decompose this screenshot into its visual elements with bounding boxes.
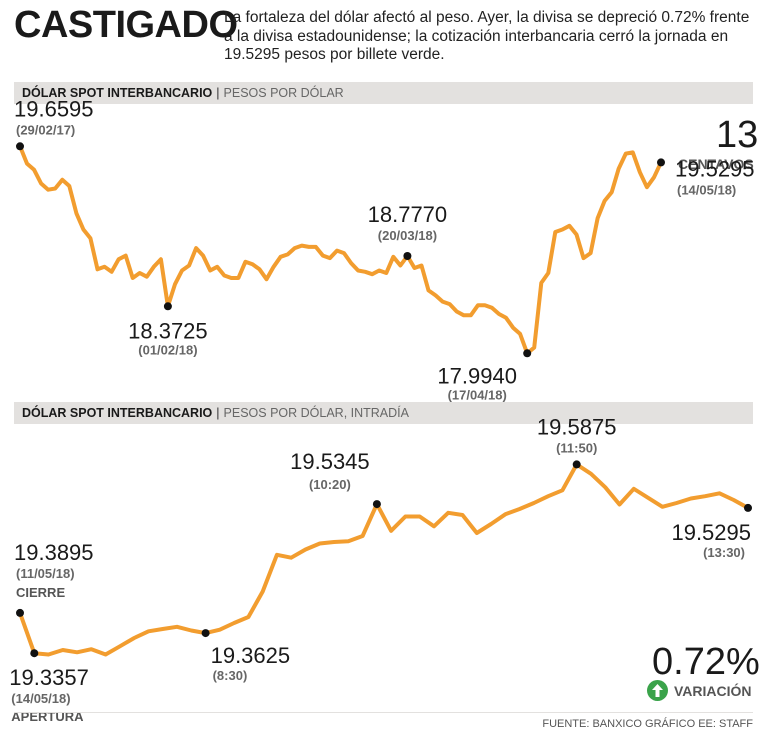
chart1-separator: | <box>216 86 220 100</box>
chart2-stat-value: 0.72% <box>652 641 760 683</box>
chart2-point-marker <box>372 500 381 509</box>
chart1-data-label: 19.6595 <box>14 96 94 121</box>
page-title: CASTIGADO <box>14 4 238 46</box>
intro-text: La fortaleza del dólar afectó al peso. A… <box>224 9 750 63</box>
chart2-header-bar: DÓLAR SPOT INTERBANCARIO | PESOS POR DÓLAR… <box>14 402 753 424</box>
chart2-point-marker <box>572 460 581 469</box>
chart1-header-bar: DÓLAR SPOT INTERBANCARIO | PESOS POR DÓLAR <box>14 82 753 104</box>
chart2-series-line <box>18 462 750 657</box>
chart1-point-marker <box>163 302 172 311</box>
up-arrow-icon <box>647 680 668 701</box>
chart2-date-label: (14/05/18) <box>11 691 70 706</box>
chart1-stat-value: 13 <box>716 114 759 156</box>
chart1-unit: PESOS POR DÓLAR <box>223 86 344 100</box>
source-note: FUENTE: BANXICO GRÁFICO EE: STAFF <box>14 712 753 734</box>
chart2-unit: PESOS POR DÓLAR, INTRADÍA <box>223 406 409 420</box>
chart2-point-marker <box>744 503 752 512</box>
chart2-point-marker <box>30 649 39 658</box>
chart2-stat-label: VARIACIÓN <box>674 683 752 699</box>
chart1-date-label: (17/04/18) <box>448 387 507 402</box>
chart1-title: DÓLAR SPOT INTERBANCARIO <box>22 86 213 100</box>
chart1-data-label: 18.3725 <box>128 318 208 343</box>
chart2-date-label: (10:20) <box>309 477 351 492</box>
chart1-date-label: (14/05/18) <box>677 182 736 197</box>
chart2-date-label: (8:30) <box>213 668 248 683</box>
chart1-point-marker <box>523 349 532 358</box>
chart2-data-label: 19.3895 <box>14 540 94 565</box>
chart1-stat-label: CENTAVOS <box>678 156 754 172</box>
chart1-date-label: (01/02/18) <box>138 342 197 357</box>
chart1-data-label: 18.7770 <box>368 202 448 227</box>
chart1-point-marker <box>657 158 665 167</box>
chart2-separator: | <box>216 406 220 420</box>
chart1-date-label: (20/03/18) <box>378 228 437 243</box>
chart2-point-marker <box>201 629 210 638</box>
chart2-data-label: 19.3625 <box>211 643 291 668</box>
chart1-data-label: 17.9940 <box>437 363 517 388</box>
chart2-date-label: (11:50) <box>556 440 597 455</box>
chart1-date-label: (29/02/17) <box>16 122 75 137</box>
chart2-point-marker <box>16 608 24 617</box>
chart2-data-label: 19.5875 <box>537 414 617 439</box>
chart1-point-marker <box>403 252 412 260</box>
chart2-title: DÓLAR SPOT INTERBANCARIO <box>22 406 213 420</box>
chart2-date-label: (11/05/18) <box>16 566 75 581</box>
chart1-series-line <box>18 144 663 356</box>
chart2-tag-label: CIERRE <box>16 585 65 600</box>
chart2-data-label: 19.5345 <box>290 449 370 474</box>
chart1-point-marker <box>16 142 24 151</box>
chart2-date-label: (13:30) <box>703 545 745 560</box>
chart2-data-label: 19.5295 <box>671 520 751 545</box>
chart1-data-label: 19.5295 <box>675 156 755 181</box>
chart2-data-label: 19.3357 <box>9 665 89 690</box>
